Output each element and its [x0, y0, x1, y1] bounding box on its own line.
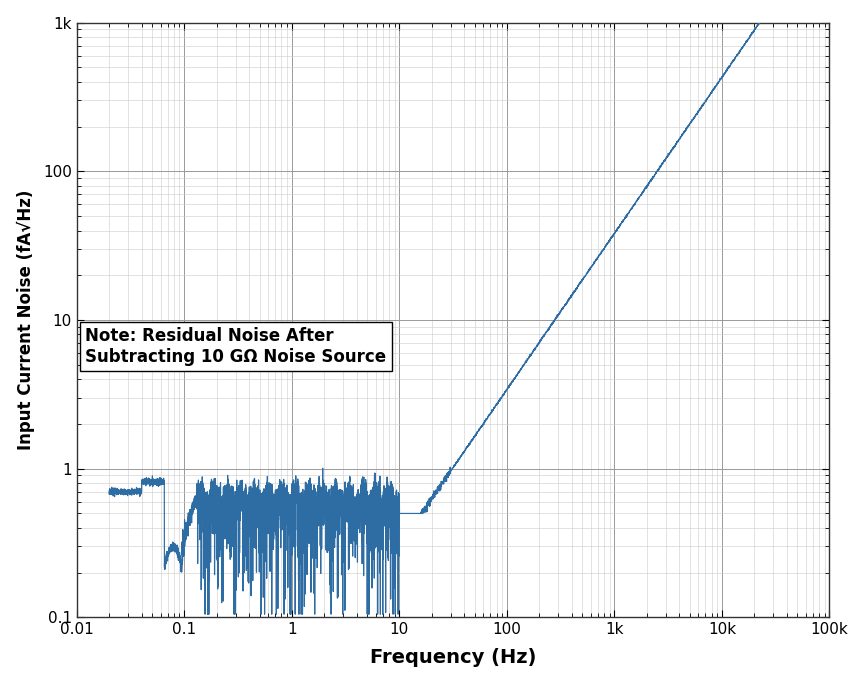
Text: Note: Residual Noise After
Subtracting 10 GΩ Noise Source: Note: Residual Noise After Subtracting 1… — [86, 327, 387, 366]
Y-axis label: Input Current Noise (fA√Hz): Input Current Noise (fA√Hz) — [16, 190, 35, 450]
X-axis label: Frequency (Hz): Frequency (Hz) — [370, 648, 536, 668]
